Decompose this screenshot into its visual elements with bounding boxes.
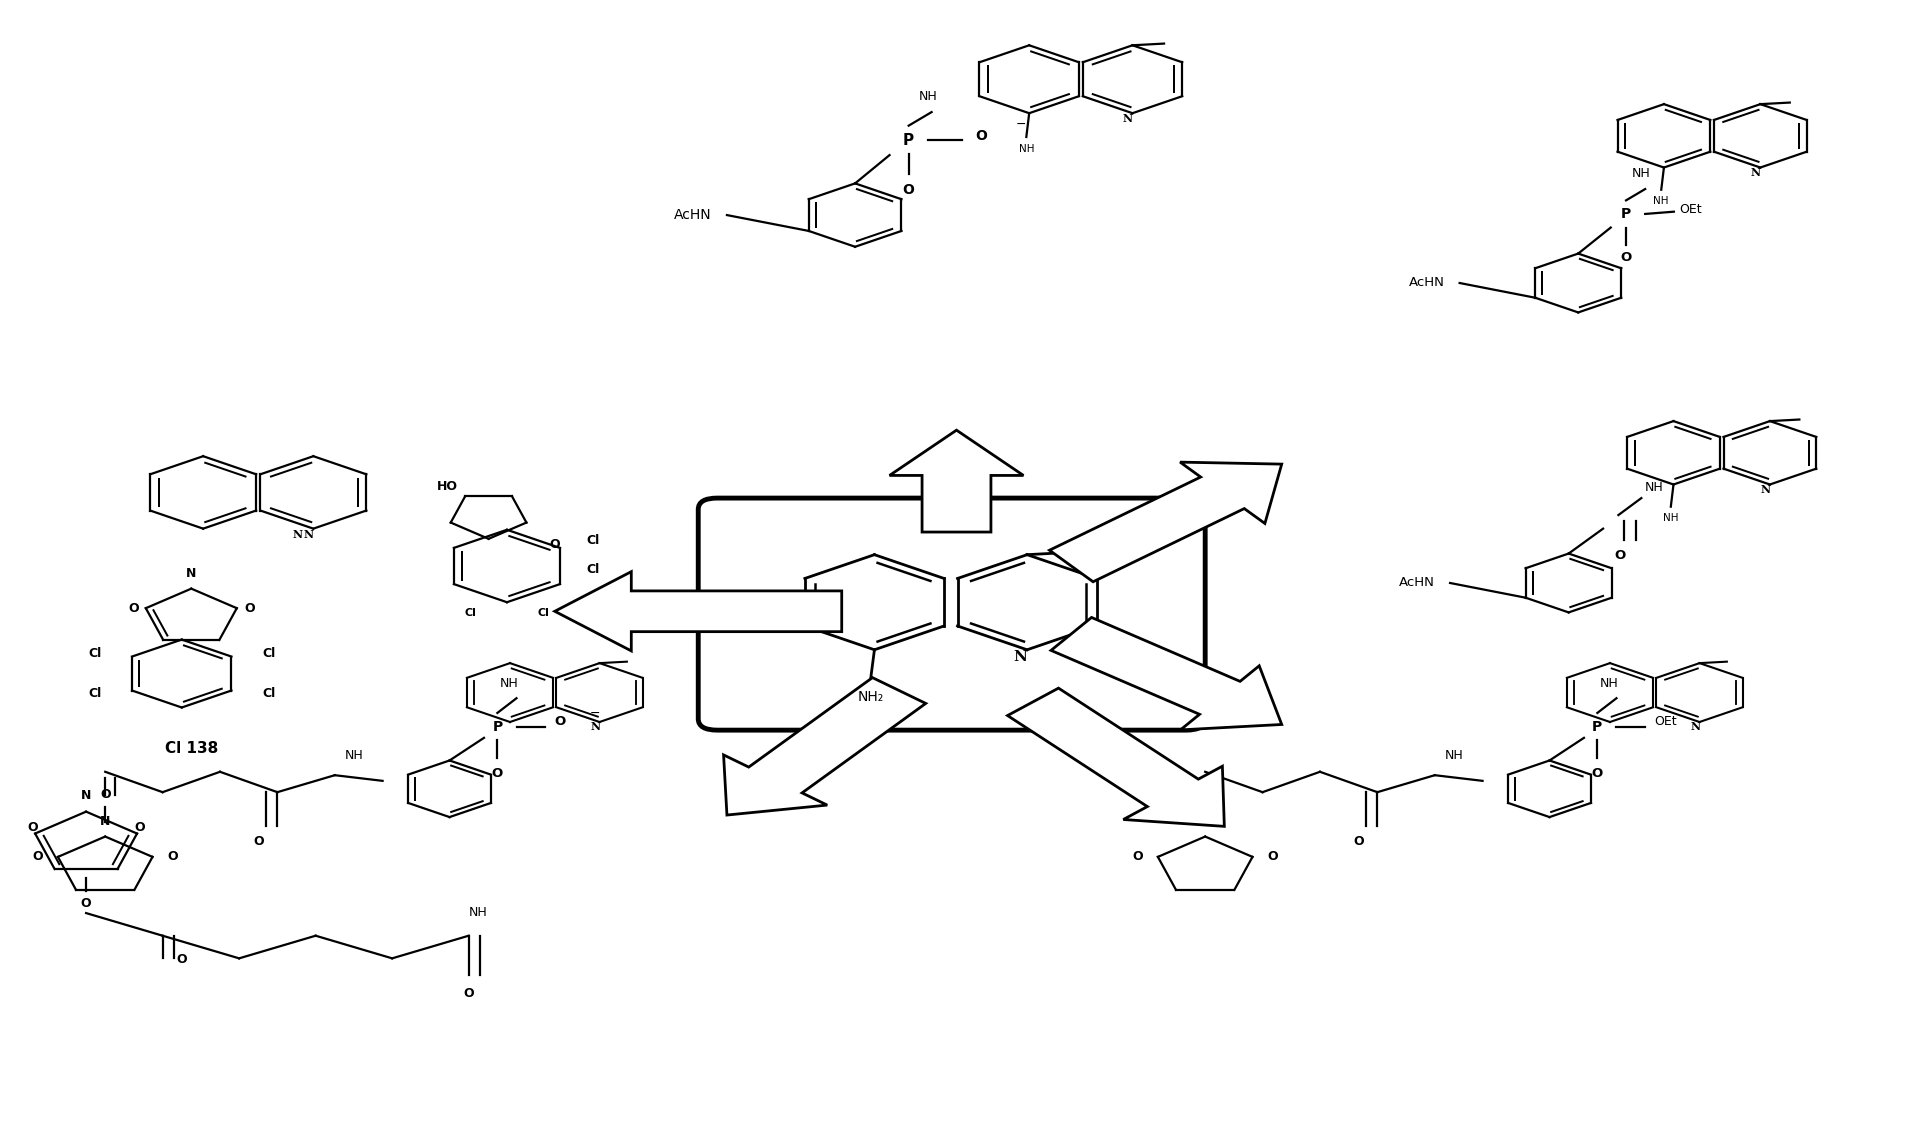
- Text: NH: NH: [918, 91, 937, 103]
- Text: O: O: [492, 767, 503, 780]
- Text: O: O: [1352, 835, 1364, 848]
- Polygon shape: [1050, 617, 1282, 730]
- Text: N: N: [1199, 815, 1211, 827]
- Text: O: O: [245, 602, 254, 615]
- FancyBboxPatch shape: [698, 498, 1205, 730]
- Text: O: O: [463, 987, 474, 1000]
- Text: NH: NH: [469, 906, 488, 919]
- Text: OEt: OEt: [1680, 203, 1703, 216]
- Text: HO: HO: [436, 480, 457, 492]
- Text: NH: NH: [1645, 481, 1664, 494]
- Text: NH: NH: [1444, 748, 1463, 762]
- Text: NH: NH: [499, 677, 518, 691]
- Text: P: P: [903, 132, 914, 148]
- Polygon shape: [890, 430, 1023, 532]
- Polygon shape: [723, 678, 926, 815]
- Text: O: O: [33, 850, 42, 864]
- Text: NH: NH: [1018, 144, 1035, 154]
- Text: NH: NH: [1599, 677, 1618, 691]
- Text: O: O: [99, 788, 111, 801]
- Text: NH: NH: [344, 748, 363, 762]
- Text: Cl: Cl: [587, 534, 601, 547]
- Text: O: O: [976, 129, 987, 143]
- Text: O: O: [134, 821, 145, 834]
- Text: O: O: [128, 602, 140, 615]
- Text: N: N: [99, 815, 111, 827]
- Text: O: O: [1592, 767, 1603, 780]
- Text: N: N: [293, 529, 302, 540]
- Text: AcHN: AcHN: [1408, 276, 1444, 290]
- Text: Cl: Cl: [262, 687, 275, 701]
- Text: O: O: [176, 953, 187, 966]
- Text: P: P: [1620, 207, 1632, 221]
- Text: O: O: [1620, 251, 1632, 264]
- Text: O: O: [549, 538, 561, 551]
- Text: Cl: Cl: [88, 646, 101, 660]
- Text: AcHN: AcHN: [1398, 576, 1435, 590]
- Text: O: O: [27, 821, 38, 834]
- Text: N: N: [1760, 483, 1771, 495]
- Text: N: N: [1123, 113, 1132, 123]
- Text: O: O: [1132, 850, 1142, 864]
- Text: Cl: Cl: [465, 608, 476, 618]
- Text: NH₂: NH₂: [857, 691, 884, 704]
- Text: O: O: [1199, 788, 1211, 801]
- Text: Cl: Cl: [587, 563, 601, 576]
- Polygon shape: [1050, 462, 1282, 582]
- Text: Cl: Cl: [538, 608, 549, 618]
- Text: P: P: [492, 720, 503, 734]
- Text: O: O: [903, 183, 914, 197]
- Text: O: O: [168, 850, 178, 864]
- Polygon shape: [1008, 688, 1224, 826]
- Text: NH: NH: [1662, 513, 1678, 523]
- Text: −: −: [1016, 118, 1025, 131]
- Text: N: N: [80, 789, 92, 803]
- Text: NH: NH: [1653, 196, 1668, 206]
- Text: O: O: [1268, 850, 1278, 864]
- Text: N: N: [304, 529, 314, 540]
- Text: O: O: [80, 898, 92, 910]
- Text: O: O: [253, 835, 264, 848]
- Text: Cl: Cl: [262, 646, 275, 660]
- Text: N: N: [1014, 650, 1027, 663]
- Text: AcHN: AcHN: [673, 208, 712, 222]
- Text: P: P: [1592, 720, 1603, 734]
- Text: NH: NH: [1632, 168, 1651, 180]
- Text: O: O: [555, 715, 566, 729]
- Text: −: −: [589, 706, 599, 720]
- Text: O: O: [1615, 549, 1626, 561]
- Polygon shape: [555, 572, 842, 651]
- Text: N: N: [591, 721, 601, 732]
- Text: Cl: Cl: [88, 687, 101, 701]
- Text: Cl 138: Cl 138: [165, 741, 218, 756]
- Text: N: N: [1691, 721, 1701, 732]
- Text: N: N: [1750, 166, 1762, 178]
- Text: N: N: [186, 567, 197, 580]
- Text: OEt: OEt: [1655, 715, 1678, 729]
